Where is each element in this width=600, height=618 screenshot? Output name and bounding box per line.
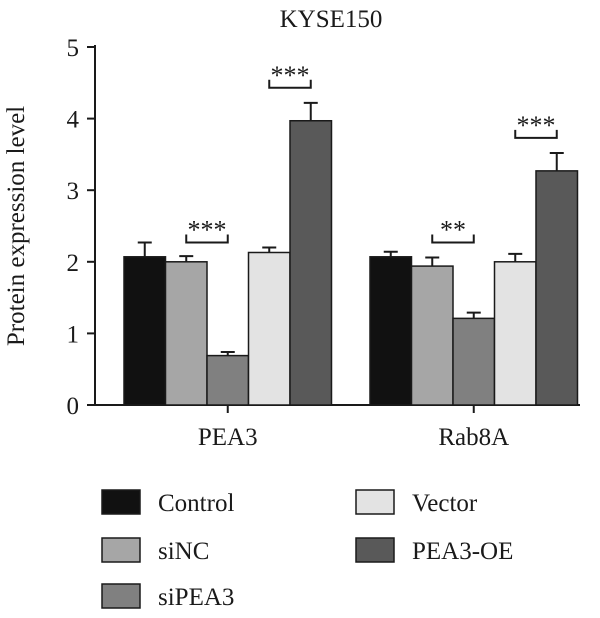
error-bar [466, 311, 481, 319]
legend-label-sipea3: siPEA3 [158, 584, 234, 611]
bar-vector-rab8a [493, 261, 537, 406]
legend-swatch-control [101, 489, 141, 515]
error-bar [425, 256, 440, 267]
error-bar [137, 241, 152, 257]
y-tick-label: 3 [67, 178, 80, 205]
error-bar [179, 255, 194, 262]
bar-sipea3-pea3 [206, 354, 250, 406]
bar-vector-pea3 [247, 251, 291, 406]
chart-title: KYSE150 [280, 6, 383, 33]
x-tick-label: PEA3 [198, 424, 258, 451]
legend-swatch-vector [355, 489, 395, 515]
error-bar [220, 351, 235, 356]
legend-label-pea3-oe: PEA3-OE [412, 538, 513, 565]
significance-label: *** [188, 215, 227, 244]
y-axis-label: Protein expression level [3, 106, 30, 346]
error-bar [508, 252, 523, 262]
bar-sinc-pea3 [164, 261, 208, 406]
significance-label: *** [517, 111, 556, 140]
legend: Control siNC siPEA3 Vector PEA3-OE [101, 489, 513, 611]
bar-control-rab8a [369, 256, 413, 406]
significance-annotations: *********** [185, 61, 558, 244]
bar-pea3-oe-rab8a [535, 170, 579, 406]
error-bar [549, 151, 564, 171]
legend-label-control: Control [158, 490, 234, 517]
significance-label: *** [271, 61, 310, 90]
legend-label-vector: Vector [412, 490, 478, 517]
legend-label-sinc: siNC [158, 538, 209, 565]
bar-sinc-rab8a [410, 265, 454, 406]
legend-swatch-pea3-oe [355, 537, 395, 563]
y-tick-label: 4 [67, 107, 80, 134]
bars: PEA3 Rab8A [123, 101, 579, 451]
x-tick-label: Rab8A [438, 424, 509, 451]
error-bar [383, 250, 398, 257]
significance-label: ** [440, 215, 466, 244]
significance-bracket [185, 234, 229, 244]
legend-swatch-sipea3 [101, 583, 141, 609]
significance-bracket [268, 79, 312, 89]
significance-bracket [514, 129, 558, 139]
bar-control-pea3 [123, 256, 167, 406]
error-bar [303, 101, 318, 121]
y-tick-label: 1 [67, 321, 80, 348]
legend-swatch-sinc [101, 537, 141, 563]
y-tick-label: 5 [67, 35, 80, 62]
error-bar [262, 246, 277, 253]
y-tick-label: 0 [67, 393, 80, 420]
significance-bracket [431, 234, 475, 244]
bar-pea3-oe-pea3 [289, 119, 333, 406]
y-tick-label: 2 [67, 250, 80, 277]
bar-sipea3-rab8a [452, 317, 496, 406]
